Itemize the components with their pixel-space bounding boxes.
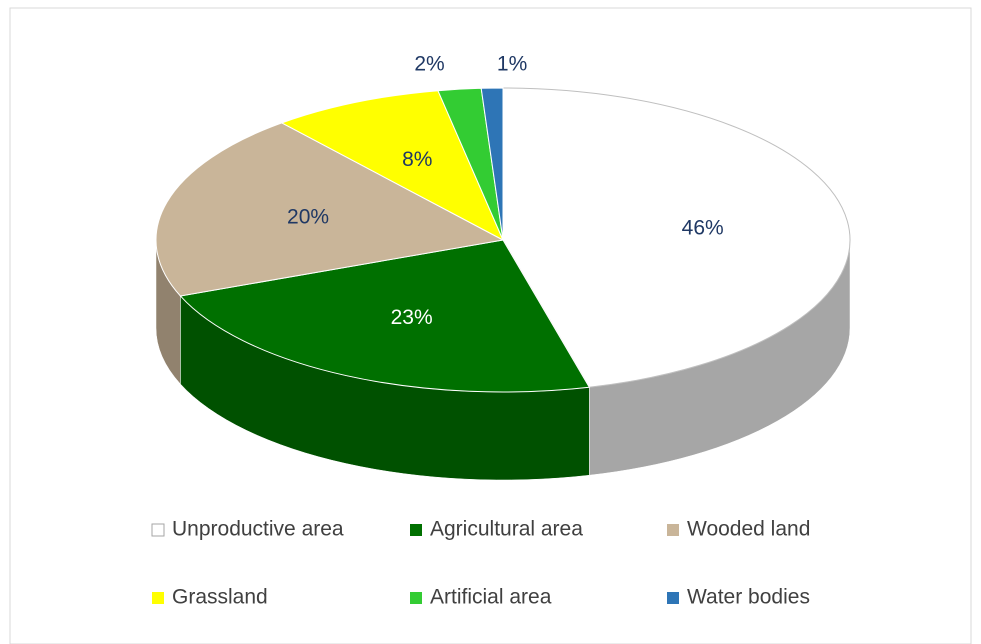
slice (502, 87, 851, 388)
legend-label: Artificial area (430, 586, 552, 609)
slice (155, 122, 505, 297)
data-label: 2% (414, 53, 444, 76)
data-label: 1% (497, 53, 527, 76)
legend-label: Water bodies (687, 586, 810, 609)
slice (280, 90, 505, 242)
legend-label: Agricultural area (430, 518, 583, 541)
data-label: 8% (402, 148, 432, 171)
legend-label: Wooded land (687, 518, 810, 541)
data-label: 23% (391, 306, 433, 329)
legend-swatch (667, 524, 679, 536)
data-label: 46% (682, 216, 724, 239)
data-label: 20% (287, 206, 329, 229)
slice (179, 239, 591, 393)
legend-label: Grassland (172, 586, 268, 609)
legend-swatch (410, 592, 422, 604)
slice (480, 87, 504, 241)
legend-swatch (151, 523, 165, 537)
legend-swatch (152, 592, 164, 604)
legend-label: Unproductive area (172, 518, 344, 541)
legend-swatch (667, 592, 679, 604)
legend-swatch (410, 524, 422, 536)
